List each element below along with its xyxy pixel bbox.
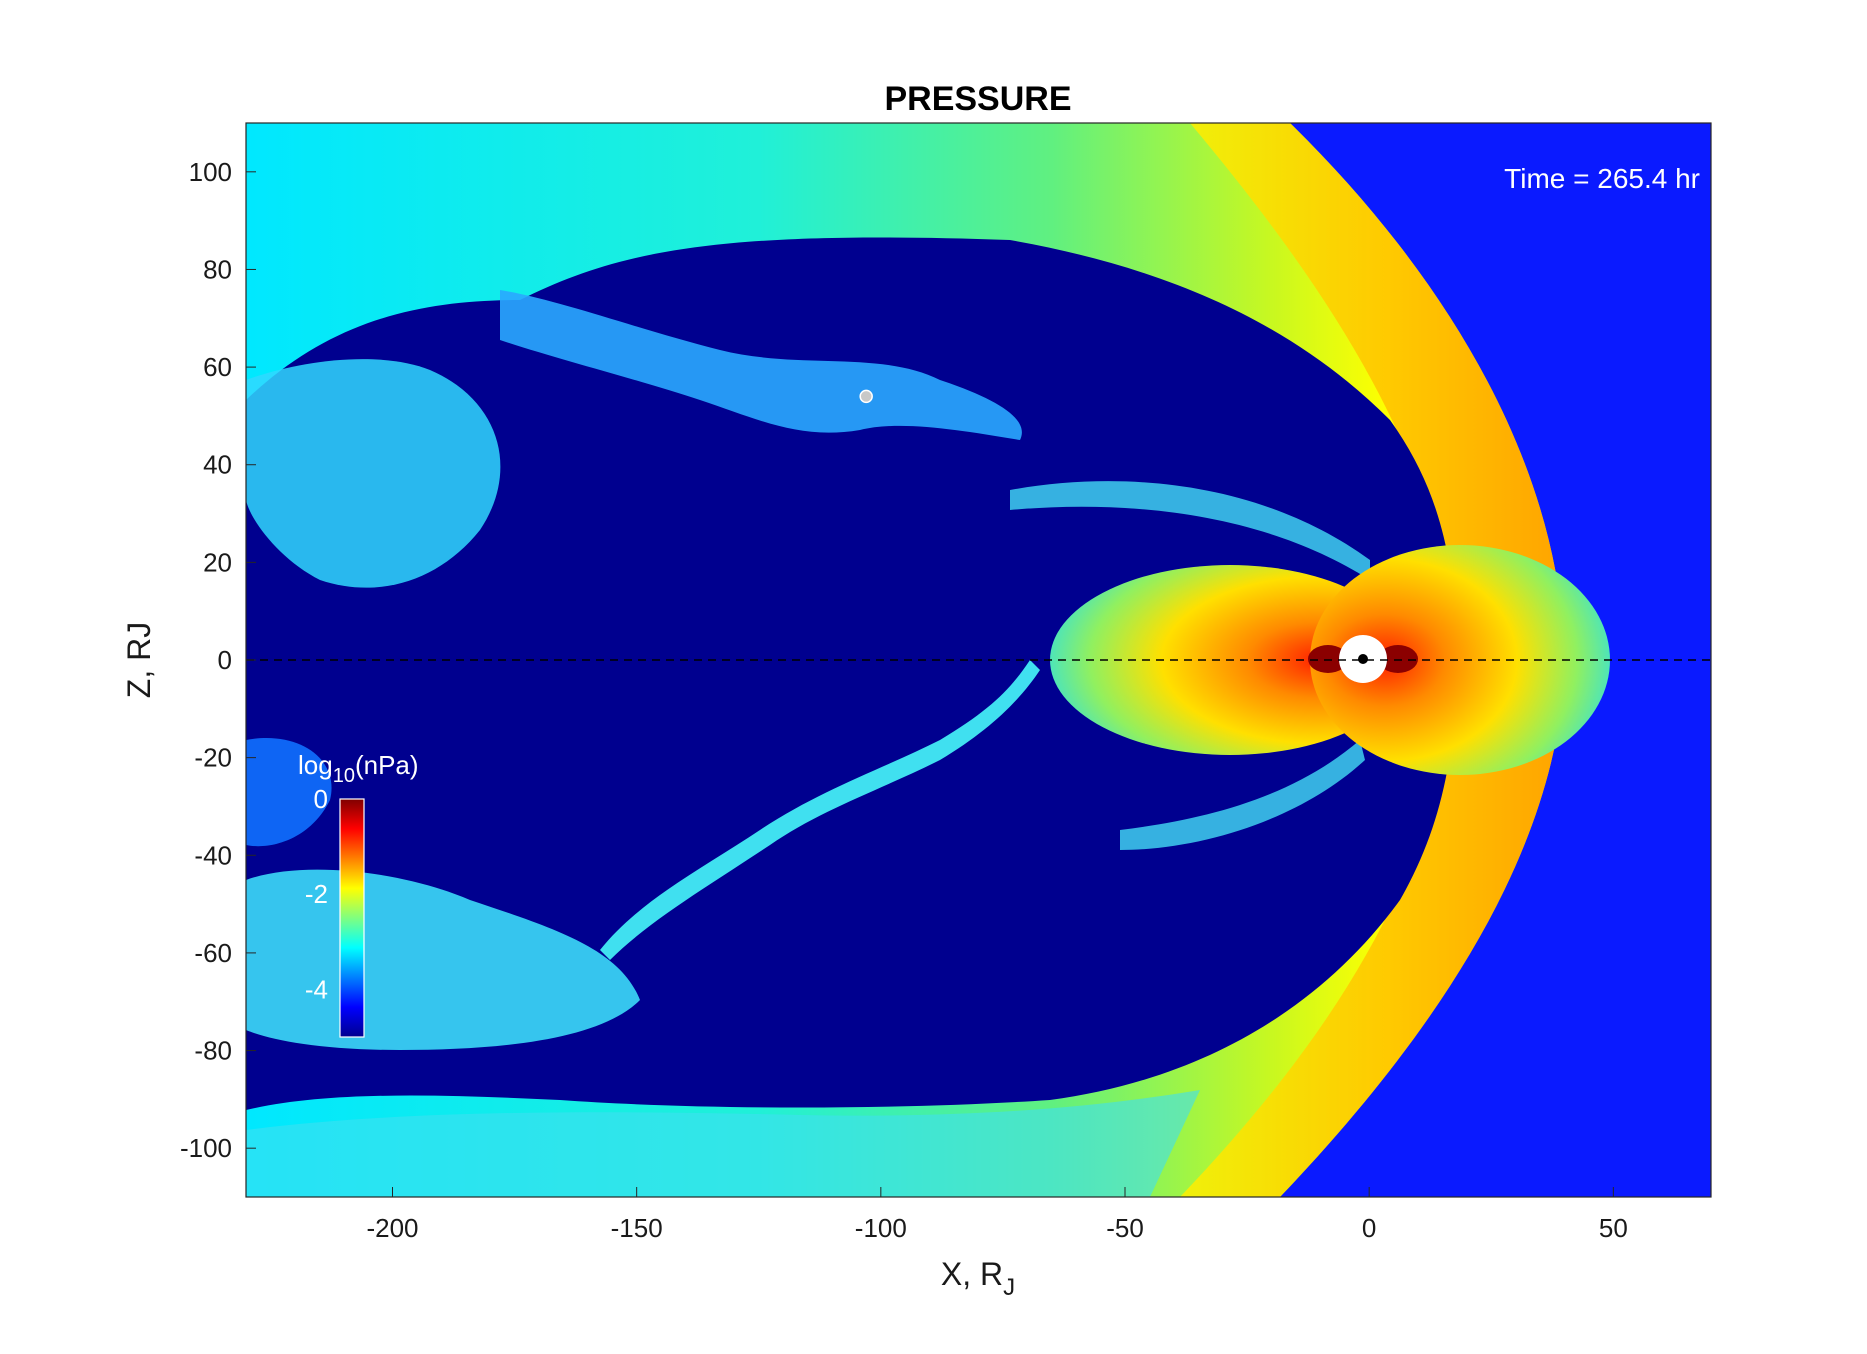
current-sheet-streamer [600, 660, 1040, 960]
y-tick-label: -60 [194, 938, 232, 968]
tail-plasma-patch [246, 1090, 1200, 1197]
y-tick-label: 40 [203, 450, 232, 480]
y-tick-label: -80 [194, 1036, 232, 1066]
x-axis-label-main: X, R [941, 1256, 1003, 1292]
tail-plasma-patch [246, 738, 332, 847]
colorbar-label-subscript: 10 [333, 765, 355, 787]
y-axis-ticks: 100 80 60 40 20 0 -20 -40 -60 -80 -100 [180, 157, 256, 1163]
y-tick-label: 80 [203, 254, 232, 284]
y-tick-label: 60 [203, 352, 232, 382]
core-hotspot [1308, 645, 1348, 673]
tail-plasma-patch [246, 359, 501, 588]
x-tick-label: 0 [1362, 1213, 1376, 1243]
planet-center-marker [1358, 654, 1368, 664]
inner-magnetosphere-right [1310, 545, 1610, 775]
y-tick-label: -100 [180, 1133, 232, 1163]
y-tick-label: 100 [189, 157, 232, 187]
x-tick-label: 50 [1599, 1213, 1628, 1243]
solar-wind-region [1280, 123, 1711, 1197]
y-tick-label: 20 [203, 547, 232, 577]
x-axis-label: X, RJ [941, 1256, 1015, 1301]
colorbar-ticks: 0 -2 -4 [305, 784, 328, 1004]
x-axis-label-subscript: J [1003, 1274, 1015, 1301]
field-arc-upper [1010, 481, 1370, 580]
y-axis-label: Z, RJ [121, 622, 157, 698]
x-axis-ticks: -200 -150 -100 -50 0 50 [366, 1187, 1628, 1243]
core-hotspot [1378, 645, 1418, 673]
x-tick-label: -200 [366, 1213, 418, 1243]
colorbar-label-prefix: log [298, 750, 333, 780]
x-tick-label: -150 [611, 1213, 663, 1243]
colorbar: log10(nPa) 0 -2 -4 [298, 750, 419, 1038]
colorbar-tick-label: -2 [305, 879, 328, 909]
time-label: Time = 265.4 hr [1504, 163, 1700, 194]
colorbar-label: log10(nPa) [298, 750, 419, 787]
colorbar-gradient [339, 798, 365, 1038]
y-tick-label: -20 [194, 743, 232, 773]
field-arc-lower [1120, 740, 1365, 850]
colorbar-tick-label: 0 [314, 784, 328, 814]
y-tick-label: 0 [218, 645, 232, 675]
x-tick-label: -100 [855, 1213, 907, 1243]
heatmap-field [246, 123, 1711, 1197]
y-tick-label: -40 [194, 840, 232, 870]
colorbar-label-suffix: (nPa) [355, 750, 419, 780]
colorbar-tick-label: -4 [305, 974, 328, 1004]
spacecraft-marker [859, 389, 873, 404]
tail-plasma-patch [500, 290, 1022, 440]
bow-shock-sheath [1180, 123, 1565, 1197]
chart-title: PRESSURE [884, 80, 1071, 118]
x-tick-label: -50 [1106, 1213, 1144, 1243]
tail-lobe-region [246, 237, 1458, 1110]
